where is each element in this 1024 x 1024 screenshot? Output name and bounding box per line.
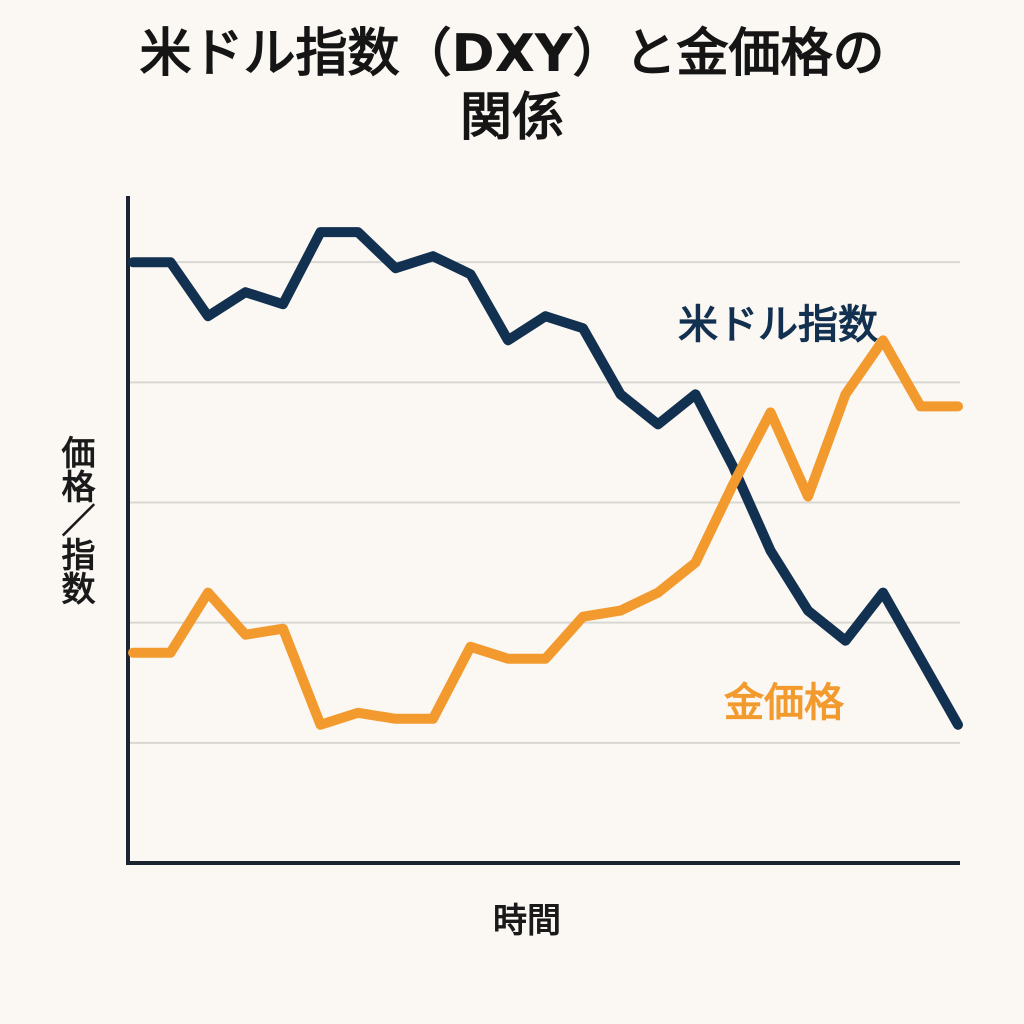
series-lines bbox=[128, 227, 963, 730]
chart-title-line-2: 関係 bbox=[459, 88, 564, 148]
axes bbox=[126, 196, 960, 865]
series-line-gold bbox=[128, 335, 963, 730]
chart-title: 米ドル指数（DXY）と金価格の 関係 bbox=[0, 22, 1024, 150]
series-line-dxy bbox=[128, 227, 963, 730]
series-label-dxy: 米ドル指数 bbox=[678, 302, 878, 348]
series-label-gold: 金価格 bbox=[723, 680, 845, 726]
y-axis-label: 価格／指数 bbox=[55, 435, 95, 605]
x-axis-label: 時間 bbox=[493, 901, 561, 941]
chart-title-line-1: 米ドル指数（DXY）と金価格の bbox=[139, 24, 885, 84]
